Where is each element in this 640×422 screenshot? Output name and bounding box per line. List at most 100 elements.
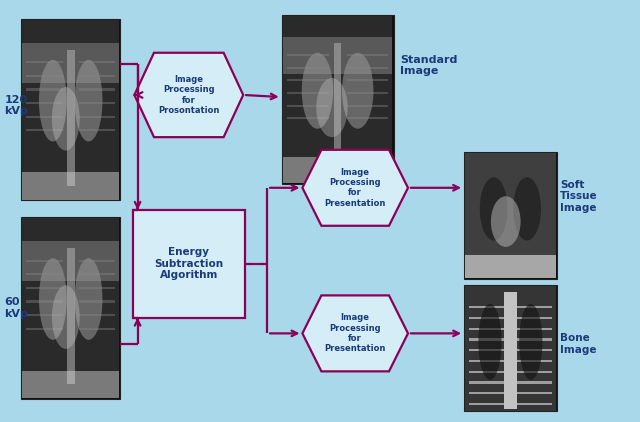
Bar: [79, 260, 115, 262]
Bar: [517, 317, 552, 319]
Bar: [517, 338, 552, 341]
Ellipse shape: [52, 87, 79, 151]
Ellipse shape: [39, 258, 67, 340]
Bar: [79, 327, 115, 330]
Ellipse shape: [513, 177, 541, 241]
Bar: [517, 371, 552, 373]
Bar: [79, 75, 115, 77]
Bar: [26, 61, 63, 63]
Bar: [468, 381, 504, 384]
Bar: [26, 260, 63, 262]
Bar: [465, 286, 556, 411]
Bar: [79, 129, 115, 132]
Bar: [67, 50, 74, 186]
Ellipse shape: [316, 78, 348, 137]
Bar: [347, 105, 388, 107]
Bar: [283, 16, 392, 183]
Bar: [21, 19, 120, 200]
Ellipse shape: [39, 60, 67, 141]
Ellipse shape: [491, 196, 520, 247]
Bar: [79, 287, 115, 289]
Bar: [468, 360, 504, 362]
Bar: [517, 392, 552, 394]
Bar: [347, 92, 388, 94]
Bar: [468, 403, 504, 405]
Text: Energy
Subtraction
Algorithm: Energy Subtraction Algorithm: [154, 247, 223, 280]
Bar: [468, 317, 504, 319]
Ellipse shape: [52, 285, 79, 349]
Bar: [79, 300, 115, 303]
Bar: [465, 153, 556, 278]
Ellipse shape: [75, 60, 102, 141]
Ellipse shape: [342, 53, 374, 129]
Polygon shape: [303, 295, 408, 371]
Bar: [282, 15, 394, 184]
Bar: [287, 54, 329, 56]
Text: Image
Processing
for
Presentation: Image Processing for Presentation: [324, 168, 386, 208]
Bar: [465, 255, 556, 278]
Bar: [26, 273, 63, 276]
Bar: [22, 218, 119, 398]
Bar: [468, 349, 504, 351]
Bar: [26, 314, 63, 316]
Bar: [468, 327, 504, 330]
Text: Soft
Tissue
Image: Soft Tissue Image: [560, 180, 598, 213]
Bar: [517, 381, 552, 384]
Bar: [26, 129, 63, 132]
Text: Standard
Image: Standard Image: [400, 54, 458, 76]
Bar: [517, 403, 552, 405]
Polygon shape: [134, 53, 243, 137]
Bar: [79, 314, 115, 316]
Ellipse shape: [480, 177, 508, 241]
Bar: [79, 102, 115, 104]
Bar: [22, 172, 119, 200]
Bar: [347, 79, 388, 81]
Bar: [26, 116, 63, 118]
Bar: [517, 349, 552, 351]
Bar: [26, 89, 63, 91]
Bar: [79, 89, 115, 91]
Bar: [468, 392, 504, 394]
Bar: [26, 327, 63, 330]
Text: 120
kVp: 120 kVp: [4, 95, 28, 116]
Bar: [504, 292, 517, 409]
Bar: [21, 217, 120, 399]
Bar: [347, 54, 388, 56]
Bar: [334, 43, 342, 170]
Bar: [79, 61, 115, 63]
Bar: [464, 152, 557, 279]
Text: Image
Processing
for
Prosontation: Image Processing for Prosontation: [158, 75, 220, 115]
Bar: [287, 117, 329, 119]
Bar: [67, 248, 74, 384]
Bar: [283, 37, 392, 74]
Bar: [26, 287, 63, 289]
Bar: [22, 43, 119, 83]
Bar: [287, 105, 329, 107]
Bar: [26, 300, 63, 303]
Bar: [287, 79, 329, 81]
Ellipse shape: [478, 304, 502, 380]
Text: 60
kVp: 60 kVp: [4, 297, 28, 319]
Bar: [465, 153, 556, 278]
Bar: [22, 20, 119, 200]
FancyBboxPatch shape: [133, 210, 244, 318]
Bar: [517, 360, 552, 362]
Bar: [517, 327, 552, 330]
Ellipse shape: [302, 53, 333, 129]
Polygon shape: [303, 150, 408, 226]
Ellipse shape: [519, 304, 543, 380]
Text: Image
Processing
for
Presentation: Image Processing for Presentation: [324, 313, 386, 354]
Bar: [464, 285, 557, 411]
Bar: [22, 371, 119, 398]
Ellipse shape: [75, 258, 102, 340]
Bar: [347, 117, 388, 119]
Bar: [468, 338, 504, 341]
Bar: [283, 157, 392, 183]
Bar: [79, 116, 115, 118]
Bar: [517, 306, 552, 308]
Bar: [287, 67, 329, 69]
Bar: [22, 241, 119, 281]
Bar: [468, 306, 504, 308]
Bar: [465, 286, 556, 411]
Bar: [79, 273, 115, 276]
